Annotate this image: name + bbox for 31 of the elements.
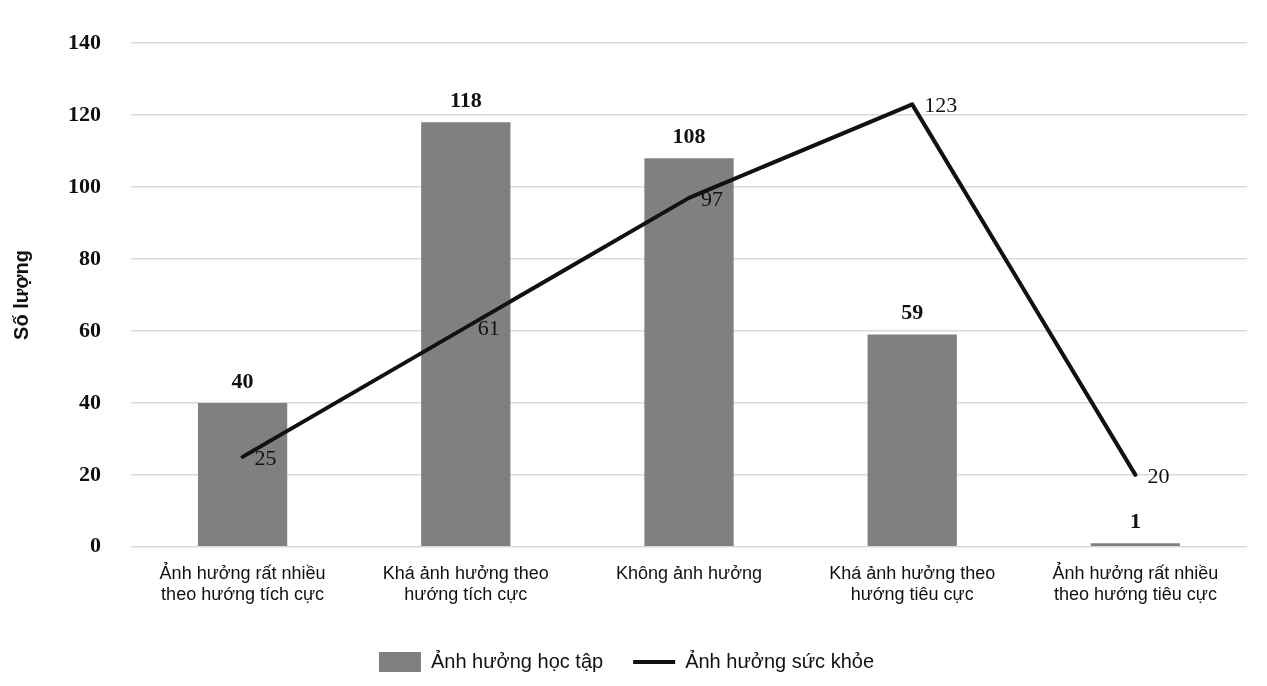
y-tick-label: 120 [68,100,101,126]
x-tick-label: Khá ảnh hưởng theo hướng tích cực [382,562,549,605]
y-tick-label: 80 [79,244,101,270]
bar [867,334,957,547]
data-label: 123 [924,92,958,118]
x-tick-label: Ảnh hưởng rất nhiều theo hướng tích cực [159,561,326,605]
bar [644,158,734,547]
data-label: 59 [901,299,924,325]
y-tick-label: 60 [79,316,101,342]
data-label: 61 [477,315,500,341]
data-label: 118 [449,87,482,113]
x-tick-label: Không ảnh hưởng [616,562,762,583]
data-label: 20 [1147,462,1170,488]
bar [197,402,288,547]
data-label: 40 [231,367,254,393]
y-axis-title: Số lượng [9,250,32,340]
x-tick-label: Khá ảnh hưởng theo hướng tiêu cực [829,562,996,605]
y-tick-label: 0 [90,532,101,558]
legend-label: Ảnh hưởng học tập [430,649,604,672]
bar [1090,543,1181,547]
data-label: 1 [1129,507,1141,533]
bar [421,122,511,547]
x-tick-label: Ảnh hưởng rất nhiều theo hướng tiêu cực [1052,561,1219,605]
data-label: 108 [672,123,706,148]
data-label: 25 [254,444,277,470]
legend-label: Ảnh hưởng sức khỏe [685,649,875,672]
y-tick-label: 140 [68,28,101,54]
y-tick-label: 20 [79,460,101,486]
y-tick-label: 40 [79,388,101,414]
data-label: 97 [701,185,723,211]
y-tick-label: 100 [68,172,101,198]
